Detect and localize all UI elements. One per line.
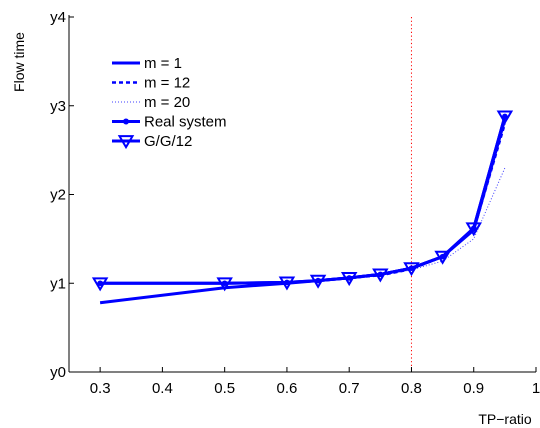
y-tick-label: y3 [50,98,66,115]
real-system-point [377,271,384,278]
x-tick-label: 1 [532,380,540,397]
real-system-point [439,253,446,260]
real-system-point [284,279,290,286]
gg12-point [465,222,482,237]
x-axis-label: TP−ratio [478,411,532,427]
series-line-3 [100,167,506,284]
series-line-5 [100,115,507,285]
gg12-point [403,262,420,277]
real-system-point [97,280,103,287]
gg12-point [278,276,296,291]
legend: m = 1 m = 12 m = 20 Real system G/G/12 [112,55,227,150]
x-tick-label: 0.9 [463,380,484,397]
y-tick-label: y1 [50,275,66,292]
legend-label-2: m = 12 [144,75,190,92]
x-tick-label: 0.6 [277,380,298,397]
legend-label-1: m = 1 [144,55,182,72]
real-system-point [221,280,228,287]
legend-label-3: m = 20 [144,94,190,111]
gg12-point [91,277,109,292]
legend-label-4: Real system [144,114,227,131]
y-axis-label: Flow time [11,32,27,92]
gg12-point [434,250,451,265]
real-system-point [315,277,321,284]
gg12-point [309,274,327,289]
x-tick-label: 0.4 [152,380,173,397]
legend-triangle-marker [117,135,135,150]
gg12-point [216,277,233,292]
y-tick-label: y4 [50,9,66,26]
gg12-point [496,110,514,125]
x-tick-label: 0.7 [339,380,360,397]
real-system-point [408,265,415,271]
real-system-point [346,275,353,281]
gg12-point [340,272,358,287]
legend-label-5: G/G/12 [144,133,192,150]
x-tick-label: 0.3 [90,380,111,397]
x-tick-label: 0.5 [214,380,235,397]
x-tick-label: 0.8 [401,380,422,397]
gg12-point [372,268,389,283]
real-system-point [502,113,508,120]
y-tick-label: y0 [50,364,66,381]
y-tick-label: y2 [50,187,66,204]
real-system-point [470,225,477,232]
legend-dot-marker [123,118,129,125]
